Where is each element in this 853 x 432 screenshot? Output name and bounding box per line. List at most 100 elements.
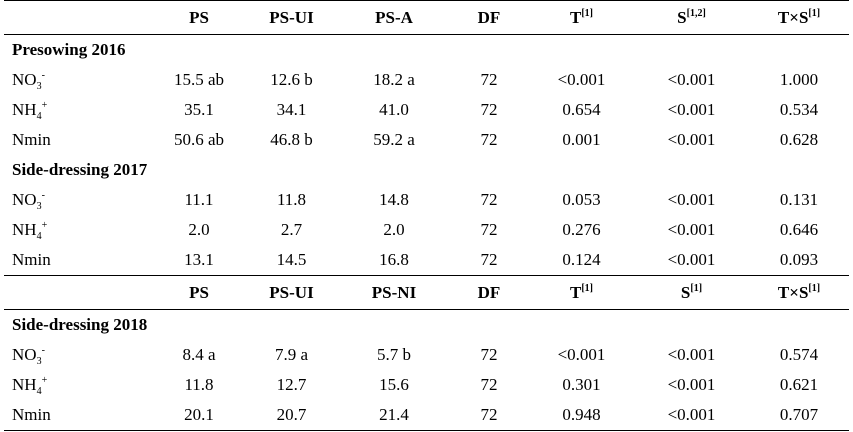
- table-cell: 0.053: [562, 190, 601, 209]
- header2-label: DF: [477, 282, 501, 302]
- table-cell: 0.093: [749, 245, 849, 276]
- row-label-subscript: 4: [36, 386, 42, 397]
- row-label-text: NH: [12, 220, 37, 239]
- table-cell: 2.7: [280, 220, 303, 239]
- header1-empty-cell: [4, 0, 154, 35]
- table-cell: 18.2 a: [373, 70, 415, 89]
- table-cell: 14.5: [244, 245, 339, 276]
- table-cell: 2.0: [383, 220, 405, 239]
- row-label-text: NH: [12, 375, 37, 394]
- table-cell: <0.001: [667, 70, 716, 89]
- header2-label: PS-UI: [269, 282, 314, 302]
- data-table: PS PS-UI PS-A DF T[1] S[1,2] T×S[1] Presowing 2…: [4, 0, 849, 431]
- row-label: NO3-: [4, 340, 154, 370]
- table-cell: 0.707: [749, 400, 849, 431]
- table-row: NO3- 8.4 a 7.9 a 5.7 b 72 <0.001 <0.001 0.574: [4, 340, 849, 370]
- table-cell: 72: [480, 190, 498, 209]
- table-cell: 12.7: [276, 375, 307, 394]
- header1-row: PS PS-UI PS-A DF T[1] S[1,2] T×S[1]: [4, 0, 849, 35]
- table-cell: 13.1: [154, 245, 244, 276]
- table-cell: 34.1: [276, 100, 307, 119]
- row-label-superscript: +: [41, 100, 48, 111]
- row-label: Nmin: [4, 400, 154, 431]
- table-cell: <0.001: [667, 220, 716, 239]
- header2-label: PS-NI: [371, 282, 417, 302]
- header1-label: DF: [477, 7, 501, 27]
- header1-footnote: [1]: [808, 7, 821, 19]
- table-row: Nmin 20.1 20.7 21.4 72 0.948 <0.001 0.707: [4, 400, 849, 431]
- section-title: Side-dressing 2018: [12, 315, 148, 334]
- header2-label: PS: [189, 282, 209, 302]
- table-cell: 0.276: [562, 220, 601, 239]
- table-cell: 72: [480, 100, 498, 119]
- table-cell: <0.001: [667, 130, 716, 149]
- section-header-row: Presowing 2016: [4, 35, 849, 66]
- header1-footnote: [1]: [581, 7, 593, 19]
- row-label-superscript: -: [41, 70, 45, 81]
- row-label: Nmin: [4, 245, 154, 276]
- table-body: PS PS-UI PS-A DF T[1] S[1,2] T×S[1] Presowing 2…: [4, 0, 849, 431]
- row-label: NH4+: [4, 215, 154, 245]
- table-cell: 0.001: [562, 130, 601, 149]
- row-label-text: NO: [12, 190, 37, 209]
- row-label-subscript: 3: [36, 201, 42, 212]
- table-cell: <0.001: [634, 245, 749, 276]
- row-label: NH4+: [4, 95, 154, 125]
- table-cell: 21.4: [339, 400, 449, 431]
- row-label-superscript: -: [41, 345, 45, 356]
- header2-label: S: [680, 282, 691, 302]
- header2-cell: PS-NI: [339, 275, 449, 310]
- row-label-text: NO: [12, 70, 37, 89]
- table-cell: <0.001: [667, 100, 716, 119]
- table-row: NO3- 11.1 11.8 14.8 72 0.053 <0.001 0.131: [4, 185, 849, 215]
- table-row: NH4+ 35.1 34.1 41.0 72 0.654 <0.001 0.534: [4, 95, 849, 125]
- table-row: NH4+ 2.0 2.7 2.0 72 0.276 <0.001 0.646: [4, 215, 849, 245]
- header1-label: PS-UI: [269, 7, 314, 27]
- header1-label: T: [569, 7, 582, 27]
- table-cell: 0.621: [779, 375, 819, 394]
- header1-cell: PS-A: [339, 0, 449, 35]
- table-cell: 0.654: [562, 100, 601, 119]
- row-label-superscript: +: [41, 220, 48, 231]
- section-title: Side-dressing 2017: [12, 160, 148, 179]
- table-cell: 8.4 a: [182, 345, 216, 364]
- header1-label: PS: [189, 7, 209, 27]
- table-cell: <0.001: [557, 70, 606, 89]
- row-label-subscript: 3: [36, 356, 42, 367]
- table-cell: 0.646: [779, 220, 819, 239]
- table-cell: 0.124: [529, 245, 634, 276]
- table-cell: 11.8: [276, 190, 307, 209]
- table-cell: 20.7: [244, 400, 339, 431]
- row-label-subscript: 4: [36, 111, 42, 122]
- row-label: NO3-: [4, 185, 154, 215]
- table-cell: <0.001: [557, 345, 606, 364]
- header2-footnote: [1]: [581, 282, 593, 294]
- table-cell: 2.0: [188, 220, 210, 239]
- header2-cell: PS: [154, 275, 244, 310]
- header1-cell: DF: [449, 0, 529, 35]
- row-label: Nmin: [4, 125, 154, 155]
- table-row: NO3- 15.5 ab 12.6 b 18.2 a 72 <0.001 <0.001 1.0…: [4, 65, 849, 95]
- table-cell: 0.131: [779, 190, 819, 209]
- header2-cell: DF: [449, 275, 529, 310]
- table-row: Nmin 13.1 14.5 16.8 72 0.124 <0.001 0.093: [4, 245, 849, 276]
- header2-empty-cell: [4, 275, 154, 310]
- section-title: Presowing 2016: [12, 40, 126, 59]
- row-label-text: Nmin: [12, 405, 51, 424]
- table-cell: 59.2 a: [373, 130, 415, 149]
- row-label-subscript: 3: [36, 81, 42, 92]
- table-cell: <0.001: [667, 190, 716, 209]
- header1-label: T×S: [777, 7, 809, 27]
- table-cell: 72: [480, 220, 498, 239]
- table-cell: 41.0: [379, 100, 409, 119]
- table-cell: <0.001: [634, 400, 749, 431]
- section-header-row: Side-dressing 2018: [4, 310, 849, 341]
- table-row: Nmin 50.6 ab 46.8 b 59.2 a 72 0.001 <0.001 0.62…: [4, 125, 849, 155]
- row-label: NO3-: [4, 65, 154, 95]
- table-cell: 20.1: [154, 400, 244, 431]
- table-cell: 0.301: [562, 375, 601, 394]
- header1-cell: T×S[1]: [749, 0, 849, 35]
- row-label-text: Nmin: [12, 130, 51, 149]
- table-cell: 35.1: [184, 100, 214, 119]
